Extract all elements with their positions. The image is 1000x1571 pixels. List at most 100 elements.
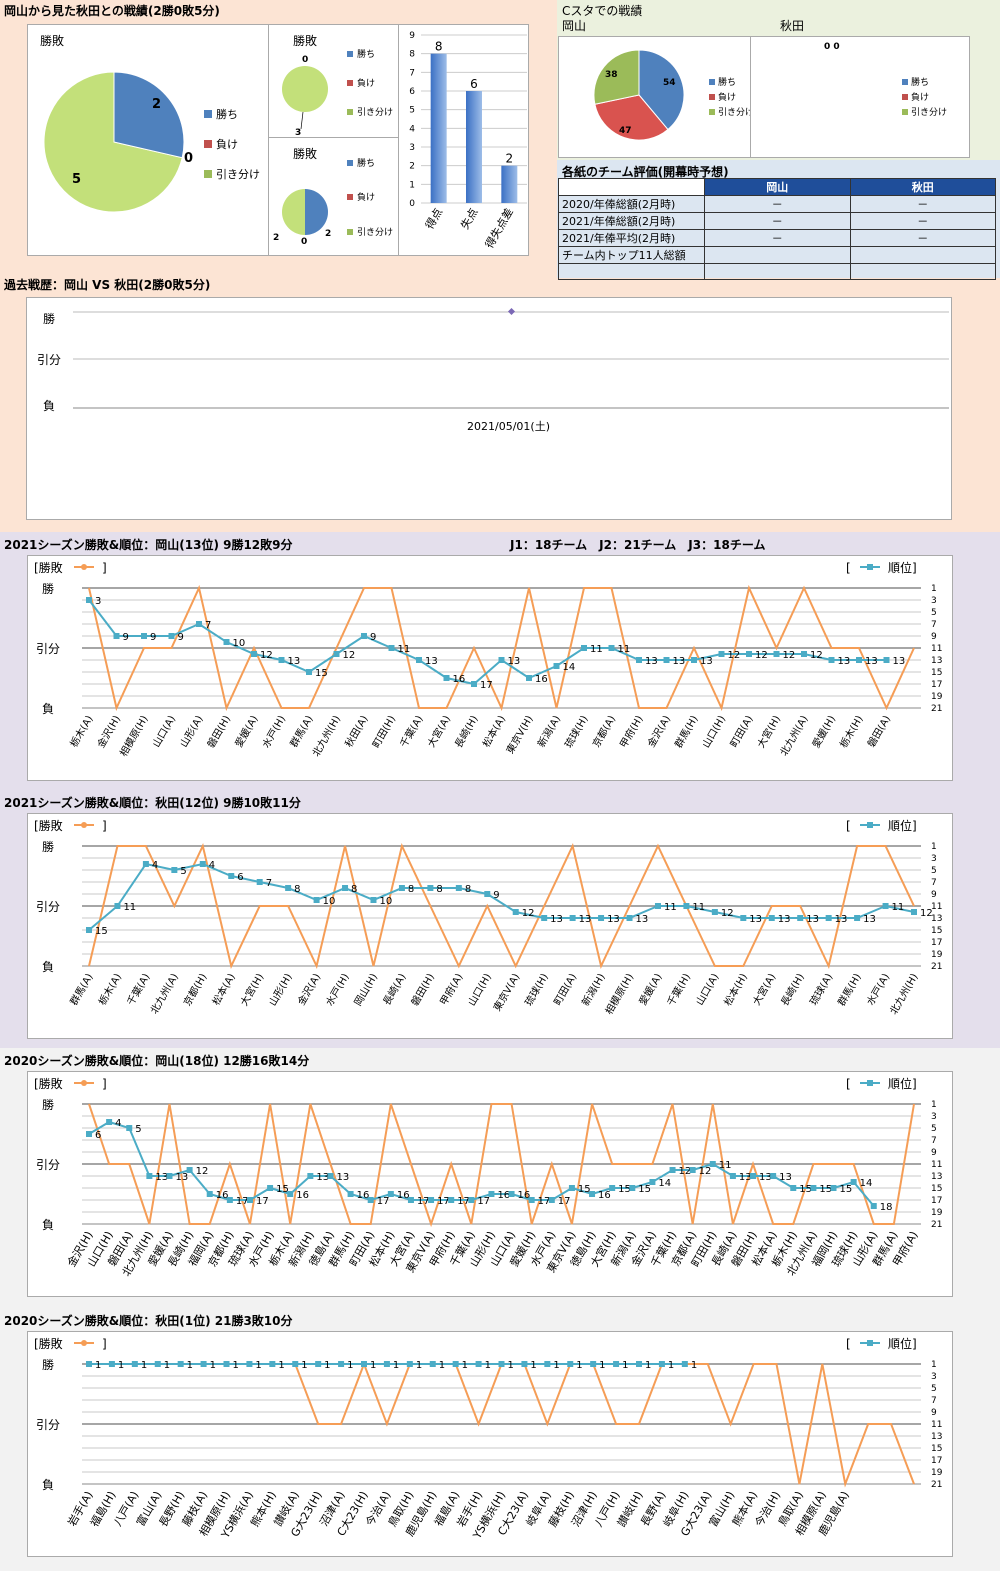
rank-data-label: 4 bbox=[115, 1118, 121, 1129]
rank-data-label: 1 bbox=[485, 1360, 491, 1371]
rank-data-label: 9 bbox=[123, 632, 129, 643]
rank-data-label: 12 bbox=[755, 650, 768, 661]
big-pie-title: 勝敗 bbox=[40, 33, 64, 48]
rank-point bbox=[548, 1197, 555, 1203]
category-label: 群馬(H) bbox=[672, 713, 701, 750]
category-label: 愛媛(A) bbox=[232, 713, 261, 750]
season-chart: [勝敗][順位]13579111315171921勝引分負15114546781… bbox=[34, 818, 943, 1017]
rank-point bbox=[113, 633, 120, 639]
rank-data-label: 12 bbox=[721, 908, 734, 919]
history-title: 過去戦歴：岡山 VS 秋田(2勝0敗5分) bbox=[4, 278, 211, 292]
eval-cell-okayama bbox=[704, 263, 851, 280]
rank-point bbox=[468, 1197, 475, 1203]
rank-point bbox=[86, 1131, 92, 1137]
rank-point bbox=[338, 1361, 345, 1367]
small-pie2-legend-lose: 負け bbox=[357, 191, 375, 203]
rank-point bbox=[246, 1361, 253, 1367]
rank-data-label: 12 bbox=[783, 650, 796, 661]
rank-point bbox=[146, 1173, 153, 1179]
rank-data-label: 13 bbox=[316, 1172, 329, 1183]
rank-point bbox=[544, 1361, 551, 1367]
small-pie1-value-draw: 3 bbox=[295, 128, 301, 138]
rank-point bbox=[528, 1197, 535, 1203]
small-pie1-legend-draw: 引き分け bbox=[357, 107, 393, 118]
eval-cell-akita: － bbox=[849, 195, 996, 213]
bar-category-label: 失点 bbox=[458, 206, 480, 232]
result-axis-draw: 引分 bbox=[36, 1158, 60, 1172]
bar-value-label: 2 bbox=[506, 152, 514, 166]
category-label: 北九州(A) bbox=[778, 713, 811, 758]
rank-data-label: 15 bbox=[95, 926, 108, 937]
category-label: 京都(A) bbox=[590, 713, 619, 750]
rank-point bbox=[361, 633, 367, 639]
rank-point bbox=[342, 885, 349, 891]
rank-data-label: 4 bbox=[152, 860, 158, 871]
rank-data-label: 15 bbox=[276, 1184, 289, 1195]
rank-axis-tick: 11 bbox=[931, 902, 942, 912]
rank-point bbox=[567, 1361, 574, 1367]
cstad-pie-value-draw: 38 bbox=[605, 70, 618, 80]
rank-point bbox=[246, 1197, 253, 1203]
rank-data-label: 13 bbox=[893, 656, 906, 667]
rank-point bbox=[131, 1361, 138, 1367]
rank-point bbox=[850, 1179, 857, 1185]
category-label: 群馬(H) bbox=[835, 971, 864, 1008]
history-chart: 勝 引分 負 2021/05/01(土) bbox=[37, 307, 949, 433]
cstad-legend-lose: 負け bbox=[718, 91, 736, 103]
category-label: 磐田(A) bbox=[865, 713, 894, 750]
rank-point bbox=[770, 1173, 777, 1179]
rank-data-label: 15 bbox=[638, 1184, 651, 1195]
rank-point bbox=[691, 657, 697, 663]
rank-axis-tick: 5 bbox=[931, 866, 937, 876]
history-y-draw: 引分 bbox=[37, 353, 61, 367]
cstad-pie-value-win: 54 bbox=[663, 78, 676, 88]
category-label: 群馬(A) bbox=[287, 713, 316, 750]
result-axis-win: 勝 bbox=[42, 1097, 54, 1112]
result-legend-bracket: ] bbox=[102, 561, 107, 575]
category-label: 大宮(H) bbox=[754, 713, 783, 750]
bar-value-label: 6 bbox=[470, 77, 478, 91]
rank-data-label: 1 bbox=[95, 1360, 101, 1371]
cstad-akita-values: 0 0 bbox=[824, 42, 840, 52]
rank-point bbox=[689, 1167, 696, 1173]
rank-point bbox=[790, 1185, 797, 1191]
result-legend-label: [勝敗 bbox=[34, 1336, 63, 1351]
rank-data-label: 13 bbox=[288, 656, 301, 667]
bar-y-tick: 6 bbox=[409, 87, 415, 97]
eval-row-label: チーム内トップ11人総額 bbox=[558, 246, 705, 264]
rank-point bbox=[168, 633, 175, 639]
small-pie1-value-win: 0 bbox=[302, 55, 308, 65]
rank-data-label: 1 bbox=[622, 1360, 628, 1371]
rank-point bbox=[729, 1173, 736, 1179]
big-legend-win-icon bbox=[204, 110, 212, 118]
rank-point bbox=[154, 1361, 161, 1367]
rank-point bbox=[383, 1361, 390, 1367]
cstad-akita-pie: 0 0 勝ち 負け 引き分け bbox=[824, 42, 947, 118]
rank-point bbox=[443, 675, 450, 681]
small-pie2-value-win: 2 bbox=[325, 229, 331, 239]
cstad-okayama-pie: 54 47 38 勝ち 負け 引き分け bbox=[593, 37, 751, 157]
rank-legend-bracket: [ bbox=[846, 819, 851, 833]
category-label: 町田(H) bbox=[371, 714, 398, 750]
rank-point bbox=[86, 597, 92, 603]
rank-data-label: 13 bbox=[636, 914, 649, 925]
rank-data-label: 17 bbox=[417, 1196, 430, 1207]
cstad-pie-slice-lose bbox=[594, 94, 669, 141]
rank-data-label: 13 bbox=[779, 1172, 792, 1183]
history-y-win: 勝 bbox=[43, 311, 55, 326]
rank-point bbox=[911, 909, 917, 915]
rank-data-label: 1 bbox=[553, 1360, 559, 1371]
rank-data-label: 12 bbox=[522, 908, 535, 919]
rank-point bbox=[126, 1125, 133, 1131]
rank-legend-marker bbox=[867, 1340, 873, 1346]
rank-axis-tick: 5 bbox=[931, 608, 937, 618]
small-pie-chart-1: 勝敗 0 3 勝ち 負け 引き分け bbox=[268, 25, 398, 138]
rank-axis-tick: 19 bbox=[931, 1468, 943, 1478]
big-pie-value-draw: 5 bbox=[72, 172, 81, 187]
rank-data-label: 1 bbox=[164, 1360, 170, 1371]
season-title: 2021シーズン勝敗&順位：岡山(13位) 9勝12敗9分 bbox=[4, 538, 293, 552]
bar-category-label: 得点 bbox=[423, 206, 445, 232]
bar bbox=[430, 53, 447, 204]
category-label: 琉球(H) bbox=[562, 713, 591, 750]
bar-y-tick: 8 bbox=[409, 50, 415, 60]
